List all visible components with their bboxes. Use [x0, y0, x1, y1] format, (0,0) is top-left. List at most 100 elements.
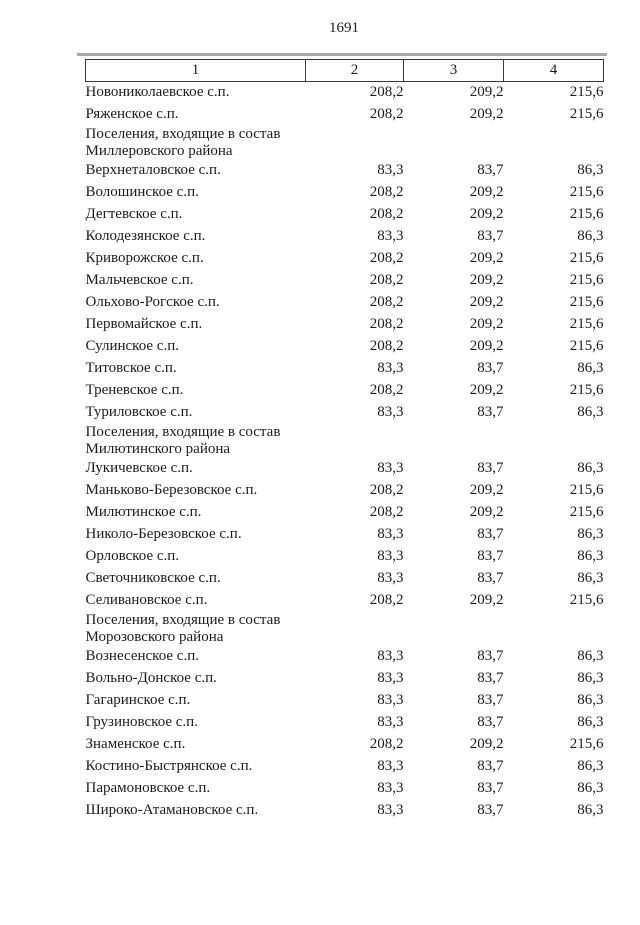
value-cell: 86,3: [577, 526, 604, 542]
group-header-line: Поселения, входящие в состав: [85, 611, 281, 628]
table-row: Треневское с.п. 208,2 209,2 215,6: [86, 380, 604, 402]
group-header-line: Морозовского района: [85, 628, 224, 645]
value-cell: 215,6: [569, 106, 604, 122]
value-cell: 83,3: [377, 162, 404, 178]
value-cell: 83,3: [377, 548, 404, 564]
group-header-line: Милютинского района: [85, 440, 231, 457]
value-cell: 208,2: [369, 482, 404, 498]
settlement-name: Новониколаевское с.п.: [85, 84, 230, 101]
value-cell: 215,6: [569, 482, 604, 498]
settlement-name: Знаменское с.п.: [85, 736, 186, 752]
value-cell: 208,2: [369, 316, 404, 332]
value-cell: 208,2: [369, 272, 404, 288]
group-header-line: Миллеровского района: [85, 142, 233, 159]
value-cell: 83,7: [477, 692, 504, 708]
value-cell: 83,3: [377, 228, 404, 244]
settlement-name: Волошинское с.п.: [85, 184, 199, 200]
table-row: Сулинское с.п. 208,2 209,2 215,6: [86, 336, 604, 358]
table-row: Широко-Атамановское с.п. 83,3 83,7 86,3: [86, 800, 604, 822]
table-header: 1 2 3 4: [85, 59, 604, 82]
value-cell: 86,3: [577, 758, 604, 774]
table-top-rule: [77, 53, 607, 56]
value-cell: 83,7: [477, 570, 504, 586]
group-header-label: Поселения, входящие в состав Миллеровског…: [86, 126, 604, 160]
group-header-label: Поселения, входящие в состав Морозовского…: [86, 612, 604, 646]
column-header-4: 4: [503, 59, 604, 82]
table-row: Светочниковское с.п. 83,3 83,7 86,3: [86, 568, 604, 590]
table-row: Селивановское с.п. 208,2 209,2 215,6: [86, 590, 604, 612]
settlement-name: Мальчевское с.п.: [85, 272, 194, 288]
table-row: Гагаринское с.п. 83,3 83,7 86,3: [86, 690, 604, 712]
value-cell: 215,6: [569, 338, 604, 354]
settlement-name: Вольно-Донское с.п.: [85, 670, 217, 686]
value-cell: 83,3: [377, 758, 404, 774]
value-cell: 83,3: [377, 692, 404, 708]
value-cell: 208,2: [369, 294, 404, 310]
value-cell: 86,3: [577, 460, 604, 476]
value-cell: 86,3: [577, 692, 604, 708]
value-cell: 215,6: [569, 736, 604, 752]
settlement-name: Орловское с.п.: [85, 548, 180, 564]
value-cell: 83,3: [377, 404, 404, 420]
value-cell: 215,6: [569, 316, 604, 332]
value-cell: 208,2: [369, 592, 404, 608]
value-cell: 208,2: [369, 382, 404, 398]
value-cell: 86,3: [577, 548, 604, 564]
table-row: Титовское с.п. 83,3 83,7 86,3: [86, 358, 604, 380]
value-cell: 215,6: [569, 504, 604, 520]
settlement-name: Парамоновское с.п.: [85, 780, 211, 796]
value-cell: 215,6: [569, 294, 604, 310]
settlement-name: Гагаринское с.п.: [85, 692, 191, 708]
group-header-row: Поселения, входящие в состав Милютинского…: [86, 424, 604, 458]
value-cell: 86,3: [577, 360, 604, 376]
table-row: Вознесенское с.п. 83,3 83,7 86,3: [86, 646, 604, 668]
column-header-2: 2: [305, 59, 404, 82]
value-cell: 83,3: [377, 714, 404, 730]
value-cell: 209,2: [469, 504, 504, 520]
value-cell: 86,3: [577, 670, 604, 686]
value-cell: 83,3: [377, 670, 404, 686]
settlement-name: Николо-Березовское с.п.: [85, 526, 242, 542]
value-cell: 209,2: [469, 316, 504, 332]
value-cell: 208,2: [369, 184, 404, 200]
table-row: Верхнеталовское с.п. 83,3 83,7 86,3: [86, 160, 604, 182]
table-row: Волошинское с.п. 208,2 209,2 215,6: [86, 182, 604, 204]
settlement-name: Криворожское с.п.: [85, 250, 204, 266]
table-row: Милютинское с.п. 208,2 209,2 215,6: [86, 502, 604, 524]
table-body: Новониколаевское с.п. 208,2 209,2 215,6 Ряже…: [86, 82, 604, 822]
settlement-name: Широко-Атамановское с.п.: [85, 802, 259, 818]
table-row: Ряженское с.п. 208,2 209,2 215,6: [86, 104, 604, 126]
value-cell: 208,2: [369, 106, 404, 122]
value-cell: 86,3: [577, 780, 604, 796]
table-row: Мальчевское с.п. 208,2 209,2 215,6: [86, 270, 604, 292]
settlement-name: Селивановское с.п.: [85, 592, 208, 608]
table-row: Маньково-Березовское с.п. 208,2 209,2 215,6: [86, 480, 604, 502]
value-cell: 215,6: [569, 272, 604, 288]
settlement-name: Светочниковское с.п.: [85, 570, 221, 586]
table-row: Первомайское с.п. 208,2 209,2 215,6: [86, 314, 604, 336]
table-row: Новониколаевское с.п. 208,2 209,2 215,6: [86, 82, 604, 104]
value-cell: 83,3: [377, 648, 404, 664]
value-cell: 83,7: [477, 228, 504, 244]
value-cell: 208,2: [369, 206, 404, 222]
settlement-name: Первомайское с.п.: [85, 316, 203, 332]
settlements-table: 1 2 3 4 Новониколаевское с.п. 208,2 209,2 2…: [85, 59, 604, 822]
value-cell: 208,2: [369, 84, 404, 101]
settlement-name: Грузиновское с.п.: [85, 714, 198, 730]
value-cell: 209,2: [469, 338, 504, 354]
group-header-row: Поселения, входящие в состав Миллеровског…: [86, 126, 604, 160]
settlement-name: Ольхово-Рогское с.п.: [85, 294, 220, 310]
value-cell: 83,3: [377, 360, 404, 376]
group-header-line: Поселения, входящие в состав: [85, 125, 281, 142]
value-cell: 83,7: [477, 460, 504, 476]
value-cell: 215,6: [569, 206, 604, 222]
value-cell: 83,7: [477, 714, 504, 730]
value-cell: 215,6: [569, 250, 604, 266]
settlement-name: Маньково-Березовское с.п.: [85, 482, 258, 498]
value-cell: 83,7: [477, 404, 504, 420]
value-cell: 209,2: [469, 184, 504, 200]
page-number: 1691: [329, 20, 359, 36]
value-cell: 86,3: [577, 648, 604, 664]
table-row: Костино-Быстрянское с.п. 83,3 83,7 86,3: [86, 756, 604, 778]
column-header-1: 1: [85, 59, 306, 82]
